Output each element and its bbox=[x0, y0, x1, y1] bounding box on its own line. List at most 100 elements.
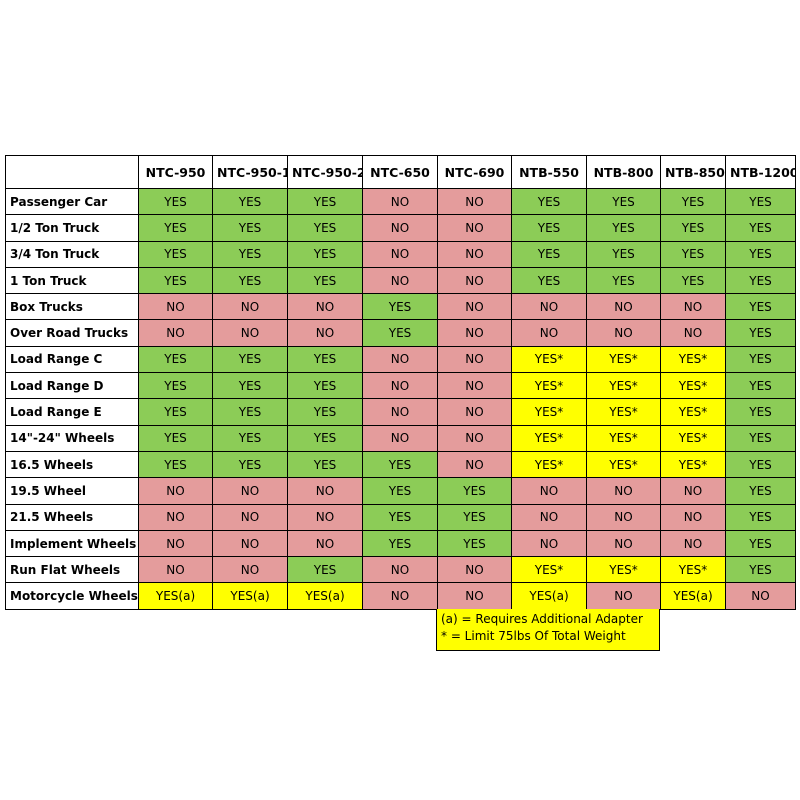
cell: YES(a) bbox=[212, 582, 288, 610]
cell: NO bbox=[725, 582, 796, 610]
cell: YES bbox=[586, 266, 661, 295]
cell: YES bbox=[212, 266, 288, 295]
table-row: 21.5 Wheels NO NO NO YES YES NO NO NO YES bbox=[5, 503, 796, 531]
cell: NO bbox=[362, 582, 438, 610]
cell: YES bbox=[287, 450, 363, 479]
cell: YES bbox=[362, 477, 438, 505]
header-cell: NTC-950 bbox=[138, 155, 213, 189]
cell: YES* bbox=[511, 398, 587, 426]
cell: YES bbox=[287, 214, 363, 242]
cell: YES bbox=[586, 214, 661, 242]
table-body: Passenger Car YES YES YES NO NO YES YES YES YES 1/… bbox=[5, 187, 796, 610]
table-row: 19.5 Wheel NO NO NO YES YES NO NO NO YES bbox=[5, 477, 796, 505]
cell: YES bbox=[138, 240, 213, 268]
cell: NO bbox=[287, 293, 363, 321]
cell: YES bbox=[287, 556, 363, 584]
cell: YES bbox=[138, 372, 213, 400]
cell: NO bbox=[437, 319, 512, 347]
cell: YES bbox=[287, 398, 363, 426]
cell: NO bbox=[511, 477, 587, 505]
cell: YES bbox=[362, 529, 438, 558]
cell: YES* bbox=[586, 372, 661, 400]
header-cell: NTB-850 bbox=[660, 155, 726, 189]
row-label: 1/2 Ton Truck bbox=[5, 214, 139, 242]
cell: YES bbox=[437, 503, 512, 531]
row-label: Run Flat Wheels bbox=[5, 556, 139, 584]
cell: YES bbox=[725, 372, 796, 400]
cell: NO bbox=[511, 293, 587, 321]
cell: NO bbox=[362, 214, 438, 242]
cell: YES bbox=[725, 187, 796, 216]
cell: YES bbox=[138, 345, 213, 374]
row-label: Implement Wheels bbox=[5, 529, 139, 558]
cell: YES* bbox=[586, 450, 661, 479]
cell: NO bbox=[437, 187, 512, 216]
cell: YES bbox=[660, 240, 726, 268]
cell: YES bbox=[725, 477, 796, 505]
cell: NO bbox=[511, 503, 587, 531]
cell: YES bbox=[725, 450, 796, 479]
table-row: 3/4 Ton Truck YES YES YES NO NO YES YES YES YES bbox=[5, 240, 796, 268]
cell: YES* bbox=[586, 424, 661, 452]
cell: YES* bbox=[511, 450, 587, 479]
table-row: Motorcycle Wheels YES(a) YES(a) YES(a) NO NO Y… bbox=[5, 582, 796, 610]
cell: YES bbox=[362, 450, 438, 479]
cell: YES bbox=[511, 240, 587, 268]
cell: NO bbox=[437, 450, 512, 479]
cell: YES bbox=[138, 424, 213, 452]
cell: YES bbox=[362, 319, 438, 347]
cell: YES* bbox=[660, 556, 726, 584]
cell: NO bbox=[138, 319, 213, 347]
header-cell: NTB-550 bbox=[511, 155, 587, 189]
table-row: Over Road Trucks NO NO NO YES NO NO NO NO YES bbox=[5, 319, 796, 347]
cell: NO bbox=[362, 266, 438, 295]
cell: NO bbox=[660, 293, 726, 321]
cell: YES bbox=[660, 214, 726, 242]
cell: YES bbox=[212, 187, 288, 216]
cell: YES* bbox=[660, 372, 726, 400]
header-cell: NTC-650 bbox=[362, 155, 438, 189]
cell: NO bbox=[138, 477, 213, 505]
cell: NO bbox=[212, 319, 288, 347]
cell: NO bbox=[362, 240, 438, 268]
table-row: Load Range D YES YES YES NO NO YES* YES* YES* YES bbox=[5, 372, 796, 400]
cell: YES bbox=[212, 450, 288, 479]
cell: NO bbox=[586, 319, 661, 347]
cell: YES* bbox=[660, 450, 726, 479]
header-cell: NTC-690 bbox=[437, 155, 512, 189]
table-row: Load Range C YES YES YES NO NO YES* YES* YES* YES bbox=[5, 345, 796, 374]
cell: NO bbox=[437, 398, 512, 426]
row-label: Box Trucks bbox=[5, 293, 139, 321]
cell: NO bbox=[212, 477, 288, 505]
cell: NO bbox=[212, 556, 288, 584]
table-row: Load Range E YES YES YES NO NO YES* YES* YES* YES bbox=[5, 398, 796, 426]
table-row: 16.5 Wheels YES YES YES YES NO YES* YES* YES* YES bbox=[5, 450, 796, 479]
cell: YES bbox=[212, 398, 288, 426]
cell: YES bbox=[511, 187, 587, 216]
cell: YES bbox=[287, 424, 363, 452]
cell: NO bbox=[138, 529, 213, 558]
cell: NO bbox=[660, 319, 726, 347]
cell: YES bbox=[212, 240, 288, 268]
cell: NO bbox=[138, 503, 213, 531]
cell: YES(a) bbox=[287, 582, 363, 610]
cell: YES bbox=[725, 398, 796, 426]
cell: YES bbox=[511, 214, 587, 242]
notes-box: (a) = Requires Additional Adapter * = Li… bbox=[436, 609, 660, 651]
cell: YES bbox=[725, 529, 796, 558]
cell: YES bbox=[660, 266, 726, 295]
table-row: Implement Wheels NO NO NO YES YES NO NO NO YES bbox=[5, 529, 796, 558]
note: (a) = Requires Additional Adapter bbox=[441, 612, 643, 626]
header-cell: NTB-1200 bbox=[725, 155, 796, 189]
row-label: Load Range D bbox=[5, 372, 139, 400]
cell: NO bbox=[287, 477, 363, 505]
cell: YES bbox=[287, 372, 363, 400]
note: * = Limit 75lbs Of Total Weight bbox=[441, 629, 626, 643]
compatibility-table: NTC-950 NTC-950-1 NTC-950-2 NTC-650 NTC-690 N… bbox=[5, 155, 796, 610]
cell: YES bbox=[287, 266, 363, 295]
table-row: Run Flat Wheels NO NO YES NO NO YES* YES* YES* YE… bbox=[5, 556, 796, 584]
cell: YES(a) bbox=[138, 582, 213, 610]
cell: YES bbox=[138, 450, 213, 479]
cell: YES* bbox=[511, 345, 587, 374]
